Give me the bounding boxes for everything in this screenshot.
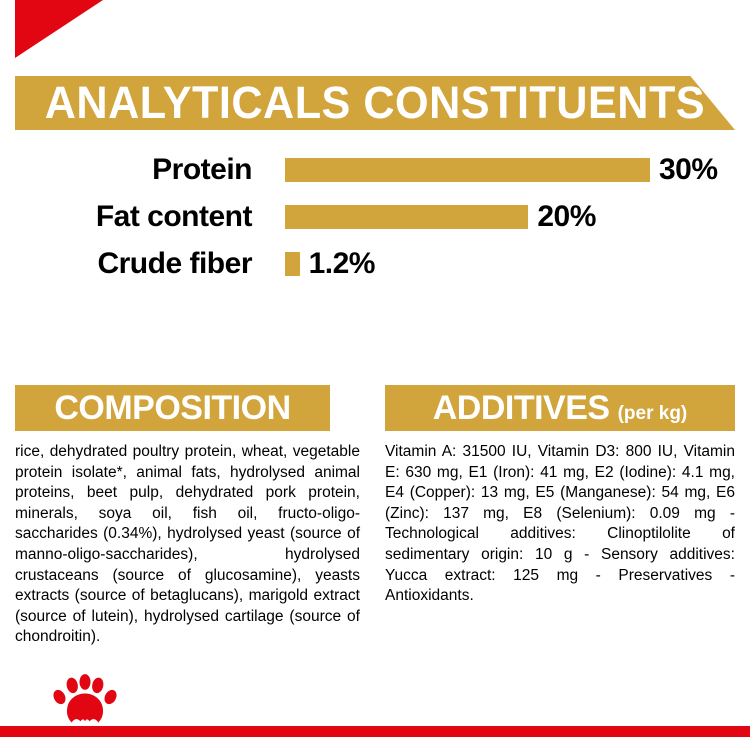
chart-bar	[285, 157, 650, 182]
paw-logo	[50, 668, 120, 726]
chart-bar	[285, 251, 300, 276]
additives-unit-label: (per kg)	[617, 403, 688, 424]
chart-row: Protein 30%	[15, 146, 735, 193]
additives-body: Vitamin A: 31500 IU, Vitamin D3: 800 IU,…	[385, 443, 735, 605]
chart-value-label: 1.2%	[308, 246, 376, 280]
chart-bar	[285, 204, 529, 229]
analytical-constituents-title: ANALYTICALS CONSTITUENTS	[44, 77, 706, 128]
chart-category-label: Fat content	[95, 199, 253, 233]
additives-section: ADDITIVES (per kg) Vitamin A: 31500 IU, …	[385, 385, 735, 648]
composition-section: COMPOSITION rice, dehydrated poultry pro…	[15, 385, 360, 648]
analytical-constituents-banner: ANALYTICALS CONSTITUENTS	[15, 76, 735, 130]
composition-heading: COMPOSITION	[54, 389, 291, 427]
composition-body: rice, dehydrated poultry protein, wheat,…	[15, 443, 360, 646]
additives-heading: ADDITIVES	[432, 389, 610, 427]
chart-row: Crude fiber 1.2%	[15, 240, 735, 287]
chart-category-label: Protein	[152, 152, 252, 186]
chart-value-label: 20%	[537, 199, 596, 233]
text-sections: COMPOSITION rice, dehydrated poultry pro…	[15, 385, 735, 648]
chart-value-label: 30%	[659, 152, 718, 186]
corner-accent-triangle	[15, 0, 103, 58]
chart-row: Fat content 20%	[15, 193, 735, 240]
additives-heading-band: ADDITIVES (per kg)	[385, 385, 735, 431]
composition-heading-band: COMPOSITION	[15, 385, 330, 431]
footer-stripe	[0, 726, 750, 737]
chart-category-label: Crude fiber	[97, 246, 252, 280]
nutrient-bar-chart: Protein 30% Fat content 20% Crude fiber …	[15, 146, 735, 287]
